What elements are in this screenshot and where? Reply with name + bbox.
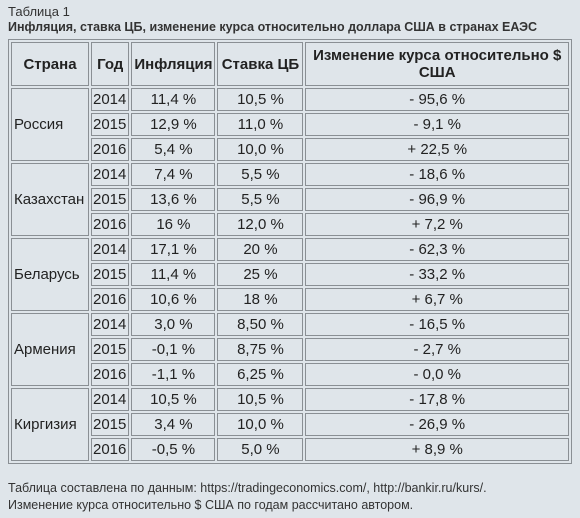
value-cell: 3,4 %	[131, 413, 216, 436]
year-cell: 2015	[91, 188, 130, 211]
value-cell: - 2,7 %	[305, 338, 569, 361]
year-cell: 2014	[91, 88, 130, 111]
year-cell: 2015	[91, 113, 130, 136]
value-cell: - 0,0 %	[305, 363, 569, 386]
row: 2015 13,6 % 5,5 % - 96,9 %	[11, 188, 569, 211]
value-cell: 25 %	[217, 263, 304, 286]
value-cell: -1,1 %	[131, 363, 216, 386]
value-cell: - 26,9 %	[305, 413, 569, 436]
title: Инфляция, ставка ЦБ, изменение курса отн…	[8, 20, 538, 34]
country-cell: Россия	[11, 88, 89, 161]
value-cell: 13,6 %	[131, 188, 216, 211]
value-cell: 16 %	[131, 213, 216, 236]
value-cell: - 95,6 %	[305, 88, 569, 111]
year-cell: 2016	[91, 288, 130, 311]
value-cell: 11,0 %	[217, 113, 304, 136]
note: Изменение курса относительно $ США по го…	[8, 498, 414, 512]
year-cell: 2015	[91, 338, 130, 361]
value-cell: 8,75 %	[217, 338, 304, 361]
value-cell: - 62,3 %	[305, 238, 569, 261]
country-cell: Казахстан	[11, 163, 89, 236]
country-cell: Беларусь	[11, 238, 89, 311]
value-cell: 5,5 %	[217, 163, 304, 186]
value-cell: 5,5 %	[217, 188, 304, 211]
value-cell: + 22,5 %	[305, 138, 569, 161]
value-cell: 18 %	[217, 288, 304, 311]
year-cell: 2016	[91, 213, 130, 236]
row: 2015 3,4 % 10,0 % - 26,9 %	[11, 413, 569, 436]
row: Беларусь 2014 17,1 % 20 % - 62,3 %	[11, 238, 569, 311]
row: Армения 2014 3,0 % 8,50 % - 16,5 %	[11, 313, 569, 386]
header-cell: Ставка ЦБ	[217, 42, 304, 86]
value-cell: 10,5 %	[217, 388, 304, 411]
value-cell: - 18,6 %	[305, 163, 569, 186]
header-row: Страна Год Инфляция Ставка ЦБ Изменение курс…	[11, 42, 569, 86]
year-cell: 2014	[91, 313, 130, 336]
value-cell: - 17,8 %	[305, 388, 569, 411]
country-cell: Армения	[11, 313, 89, 386]
year-cell: 2014	[91, 238, 130, 261]
table: Страна Год Инфляция Ставка ЦБ Изменение курс…	[8, 39, 572, 464]
value-cell: 10,5 %	[217, 88, 304, 111]
value-cell: 12,9 %	[131, 113, 216, 136]
value-cell: + 7,2 %	[305, 213, 569, 236]
row: Казахстан 2014 7,4 % 5,5 % - 18,6 %	[11, 163, 569, 236]
value-cell: - 96,9 %	[305, 188, 569, 211]
value-cell: + 8,9 %	[305, 438, 569, 461]
year-cell: 2016	[91, 438, 130, 461]
value-cell: -0,1 %	[131, 338, 216, 361]
year-cell: 2014	[91, 388, 130, 411]
header-cell: Изменение курса относительно $ США	[305, 42, 569, 86]
caption: Таблица 1	[8, 4, 70, 19]
value-cell: + 6,7 %	[305, 288, 569, 311]
country-cell: Киргизия	[11, 388, 89, 461]
value-cell: - 16,5 %	[305, 313, 569, 336]
year-cell: 2016	[91, 363, 130, 386]
year-cell: 2015	[91, 413, 130, 436]
value-cell: 3,0 %	[131, 313, 216, 336]
value-cell: 7,4 %	[131, 163, 216, 186]
row: 2015 11,4 % 25 % - 33,2 %	[11, 263, 569, 286]
value-cell: 20 %	[217, 238, 304, 261]
year-cell: 2015	[91, 263, 130, 286]
value-cell: 10,0 %	[217, 138, 304, 161]
value-cell: 6,25 %	[217, 363, 304, 386]
value-cell: 10,5 %	[131, 388, 216, 411]
table-body: Россия 2014 11,4 % 10,5 % - 95,6 % 2015 12,9 %…	[11, 88, 569, 461]
year-cell: 2014	[91, 163, 130, 186]
row: 2016 -0,5 % 5,0 % + 8,9 %	[11, 438, 569, 461]
row: 2015 12,9 % 11,0 % - 9,1 %	[11, 113, 569, 136]
year-cell: 2016	[91, 138, 130, 161]
row: Киргизия 2014 10,5 % 10,5 % - 17,8 %	[11, 388, 569, 461]
row: 2015 -0,1 % 8,75 % - 2,7 %	[11, 338, 569, 361]
value-cell: -0,5 %	[131, 438, 216, 461]
value-cell: - 9,1 %	[305, 113, 569, 136]
header-cell: Инфляция	[131, 42, 216, 86]
value-cell: 11,4 %	[131, 88, 216, 111]
header-cell: Год	[91, 42, 130, 86]
row: 2016 5,4 % 10,0 % + 22,5 %	[11, 138, 569, 161]
value-cell: 5,0 %	[217, 438, 304, 461]
value-cell: 10,0 %	[217, 413, 304, 436]
value-cell: 11,4 %	[131, 263, 216, 286]
header-cell: Страна	[11, 42, 89, 86]
value-cell: - 33,2 %	[305, 263, 569, 286]
row: 2016 10,6 % 18 % + 6,7 %	[11, 288, 569, 311]
value-cell: 5,4 %	[131, 138, 216, 161]
row: Россия 2014 11,4 % 10,5 % - 95,6 %	[11, 88, 569, 161]
value-cell: 8,50 %	[217, 313, 304, 336]
note: Таблица составлена по данным: https://tr…	[8, 481, 487, 495]
row: 2016 16 % 12,0 % + 7,2 %	[11, 213, 569, 236]
value-cell: 12,0 %	[217, 213, 304, 236]
value-cell: 10,6 %	[131, 288, 216, 311]
value-cell: 17,1 %	[131, 238, 216, 261]
row: 2016 -1,1 % 6,25 % - 0,0 %	[11, 363, 569, 386]
